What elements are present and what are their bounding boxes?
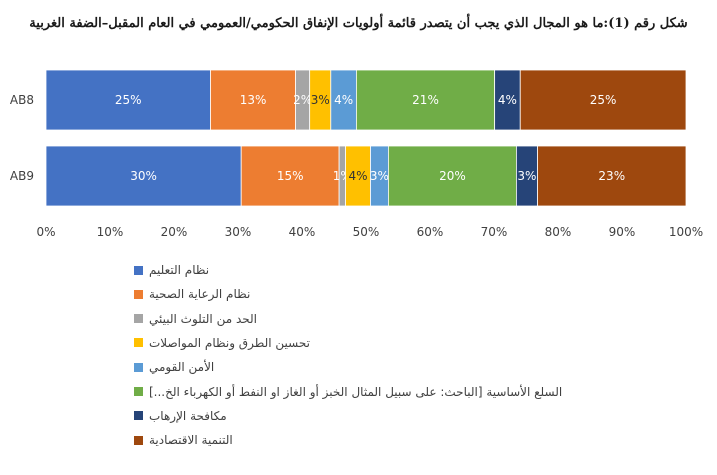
bar-segment-ab8-4 (330, 69, 357, 131)
data-label-ab9-3: 4% (348, 169, 367, 183)
category-labels-group: AB8 AB9 (10, 93, 34, 183)
data-label-ab8-7: 25% (590, 93, 617, 107)
x-tick-label: 0% (36, 225, 55, 239)
bar-segment-ab8-0 (45, 69, 211, 131)
bar-segment-ab9-1 (240, 145, 340, 207)
x-axis-ticks-group: 0% 10% 20% 30% 40% 50% 60% 70% 80% 90% 100% (36, 225, 703, 239)
x-tick-label: 30% (225, 225, 252, 239)
x-tick-label: 100% (669, 225, 703, 239)
x-tick-label: 40% (289, 225, 316, 239)
bar-segment-ab9-0 (45, 145, 242, 207)
data-label-ab9-0: 30% (130, 169, 157, 183)
x-tick-label: 20% (161, 225, 188, 239)
bars-group: 25% 13% 2%3% 4% 21% 4% 25%30% 15% 1%4% 3% 20% 3% 23% (45, 69, 687, 207)
category-label-ab8: AB8 (10, 93, 34, 107)
data-label-ab8-6: 4% (498, 93, 517, 107)
x-tick-label: 60% (417, 225, 444, 239)
bar-segment-ab8-5 (355, 69, 496, 131)
bar-segment-ab8-6 (494, 69, 521, 131)
data-label-ab8-3: 3% (311, 93, 330, 107)
x-tick-label: 50% (353, 225, 380, 239)
data-label-ab9-7: 23% (598, 169, 625, 183)
data-label-ab8-5: 21% (412, 93, 439, 107)
data-label-ab8-4: 4% (334, 93, 353, 107)
bar-segment-ab9-7 (537, 145, 687, 207)
data-label-ab8-1: 13% (240, 93, 267, 107)
category-label-ab9: AB9 (10, 169, 34, 183)
chart-title: شكل رقم (1):ما هو المجال الذي يجب أن يتص… (29, 16, 688, 31)
bar-segment-ab9-3 (345, 145, 371, 207)
data-label-ab8-2: 2% (293, 93, 312, 107)
x-tick-label: 80% (545, 225, 572, 239)
data-label-ab9-5: 20% (439, 169, 466, 183)
x-tick-label: 70% (481, 225, 508, 239)
bar-segment-ab8-1 (210, 69, 296, 131)
bar-segment-ab8-7 (519, 69, 687, 131)
x-tick-label: 10% (97, 225, 124, 239)
x-tick-label: 90% (609, 225, 636, 239)
data-label-ab9-4: 3% (370, 169, 389, 183)
data-label-ab9-6: 3% (517, 169, 536, 183)
data-label-ab8-0: 25% (115, 93, 142, 107)
data-label-ab9-1: 15% (277, 169, 304, 183)
